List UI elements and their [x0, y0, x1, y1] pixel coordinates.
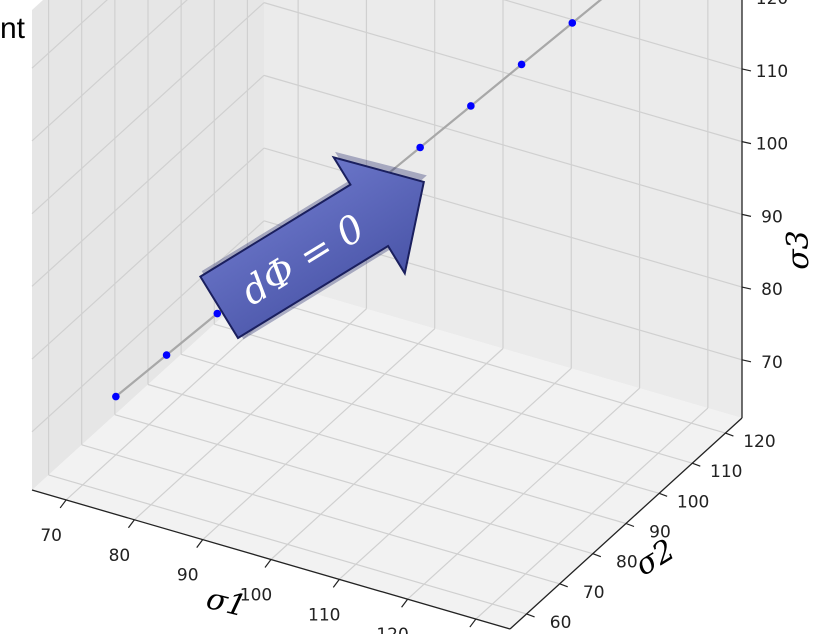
x-tick-mark	[196, 539, 204, 549]
y-tick-mark	[658, 492, 668, 497]
grid-line-y	[81, 444, 560, 585]
z-tick-label: 90	[761, 207, 783, 227]
data-point	[517, 60, 526, 69]
z-tick-mark	[741, 286, 752, 290]
x-tick-mark	[264, 559, 272, 568]
data-point	[467, 102, 475, 110]
partial-text: nt	[0, 12, 26, 45]
grid-line-y	[48, 474, 527, 615]
y-tick-label: 120	[743, 432, 775, 452]
z-tick-mark	[741, 213, 752, 217]
y-tick-mark	[625, 522, 635, 528]
x-tick-label: 70	[40, 526, 62, 546]
data-point	[112, 392, 120, 401]
grid-line-z	[31, 0, 108, 69]
data-point	[162, 351, 171, 359]
x-tick-label: 90	[177, 566, 199, 586]
y-axis-label: σ2	[629, 533, 681, 584]
grid-line-y	[214, 323, 693, 464]
grid-line-y	[147, 383, 627, 525]
y-tick-mark	[692, 462, 701, 467]
x-tick-label: 80	[109, 546, 131, 566]
data-point	[213, 309, 222, 318]
y-tick-mark	[559, 583, 568, 588]
annotation-arrow: dΦ = 0	[199, 151, 427, 340]
grid-line-z	[31, 220, 265, 433]
z-tick-mark	[741, 359, 752, 363]
x-tick-label: 100	[240, 586, 272, 606]
arrow-body	[199, 155, 425, 340]
y-tick-label: 90	[649, 523, 671, 543]
grid-line-z	[263, 74, 743, 215]
grid-line-z	[263, 2, 743, 143]
x-tick-mark	[401, 598, 409, 608]
z-tick-label: 100	[756, 135, 788, 155]
y-tick-mark	[592, 553, 602, 558]
y-tick-label: 60	[550, 613, 572, 633]
y-tick-mark	[526, 613, 535, 618]
x-tick-mark	[469, 618, 477, 628]
x-tick-label: 120	[376, 625, 408, 634]
x-tick-mark	[332, 578, 340, 588]
grid-line-z	[502, 0, 743, 70]
z-tick-mark	[741, 68, 752, 72]
z-tick-label: 110	[756, 62, 788, 82]
z-tick-mark	[741, 141, 752, 145]
y-tick-label: 70	[583, 583, 605, 603]
y-tick-label: 100	[677, 492, 709, 512]
z-tick-label: 70	[761, 353, 783, 373]
z-tick-label: 120	[756, 0, 788, 9]
grid-line-z	[31, 147, 265, 360]
y-tick-label: 110	[710, 462, 742, 482]
grid-line-z	[31, 2, 265, 215]
axis-panes	[32, 0, 742, 629]
y-tick-mark	[725, 432, 734, 437]
tick-labels: 7080901001101201306070809010011012070809…	[40, 0, 788, 634]
z-tick-label: 80	[761, 280, 783, 300]
grid-line-z	[31, 74, 265, 287]
data-point	[416, 143, 424, 152]
grid-line-z	[31, 0, 188, 142]
y-tick-label: 80	[616, 553, 638, 573]
x-tick-mark	[59, 499, 67, 509]
arrow: dΦ = 0	[199, 151, 427, 340]
z-axis-label: σ3	[781, 230, 816, 270]
data-point	[568, 19, 577, 27]
x-tick-mark	[127, 519, 135, 529]
x-tick-label: 110	[308, 605, 340, 625]
grid-line-y	[247, 293, 726, 434]
grid-line-y	[114, 414, 594, 555]
grid-lines	[31, 0, 743, 620]
grid-line-y	[180, 353, 660, 494]
